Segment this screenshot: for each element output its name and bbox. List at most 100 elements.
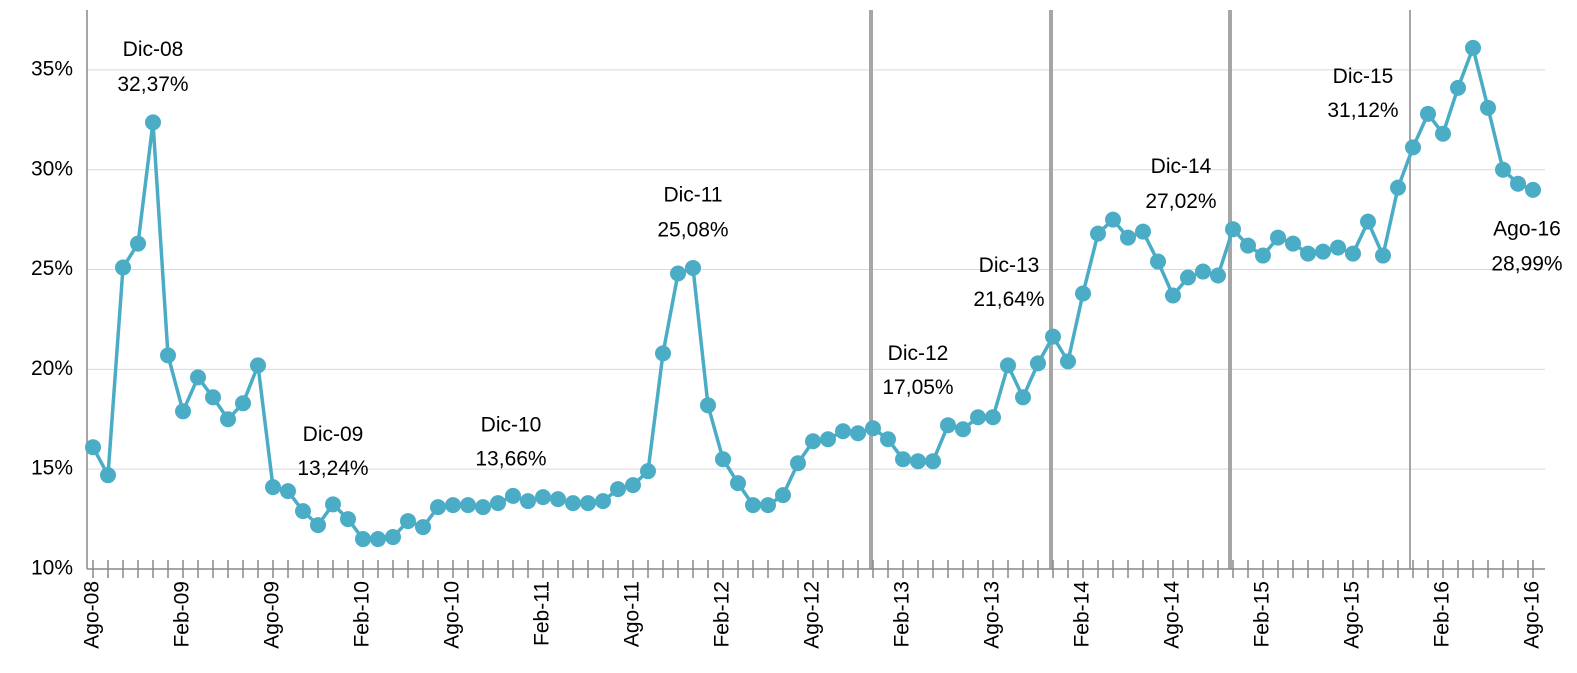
data-point — [1180, 269, 1196, 286]
data-point — [670, 265, 686, 282]
data-point — [1045, 328, 1061, 345]
y-tick-label: 30% — [31, 157, 73, 180]
data-point — [130, 235, 146, 252]
data-point — [1120, 229, 1136, 246]
x-tick-label: Ago-09 — [261, 581, 284, 649]
x-tick-label: Ago-08 — [81, 581, 104, 649]
data-point — [370, 531, 386, 548]
data-point — [970, 409, 986, 426]
data-point — [925, 453, 941, 470]
data-point — [1300, 245, 1316, 262]
point-name: Dic-11 — [663, 183, 722, 206]
data-point — [1255, 247, 1271, 264]
data-point — [760, 497, 776, 514]
data-point — [1510, 175, 1526, 192]
data-label: 31,12% — [1327, 99, 1398, 122]
data-point — [1480, 99, 1496, 116]
data-point — [1075, 285, 1091, 302]
y-tick-label: 25% — [31, 257, 73, 280]
data-label: 21,64% — [973, 288, 1044, 311]
data-point — [385, 529, 401, 546]
data-point — [190, 369, 206, 386]
data-point — [340, 511, 356, 528]
data-point — [1345, 245, 1361, 262]
x-tick-label: Ago-12 — [801, 581, 824, 649]
data-label: 32,37% — [117, 73, 188, 96]
data-point — [100, 467, 116, 484]
x-tick-label: Feb-09 — [171, 581, 194, 648]
x-tick-label: Feb-16 — [1431, 581, 1454, 648]
data-point — [505, 487, 521, 504]
data-point — [235, 395, 251, 412]
data-label: 13,66% — [475, 447, 546, 470]
data-point — [565, 495, 581, 512]
data-point — [1270, 229, 1286, 246]
y-tick-label: 20% — [31, 357, 73, 380]
point-name: Dic-12 — [888, 342, 949, 365]
data-point — [910, 453, 926, 470]
data-point — [580, 495, 596, 512]
data-point — [535, 489, 551, 506]
data-point — [1315, 243, 1331, 260]
x-tick-label: Ago-11 — [621, 581, 644, 647]
data-point — [280, 483, 296, 500]
data-point — [880, 431, 896, 448]
x-tick-label: Feb-14 — [1071, 581, 1094, 648]
data-point — [1405, 139, 1421, 156]
data-point — [1135, 223, 1151, 240]
data-point — [1105, 211, 1121, 228]
data-point — [1465, 39, 1481, 56]
data-point — [940, 417, 956, 434]
data-point — [985, 409, 1001, 426]
data-label: 28,99% — [1491, 252, 1562, 275]
data-point — [1495, 161, 1511, 178]
data-point — [655, 345, 671, 362]
point-name: Dic-14 — [1151, 155, 1212, 178]
data-label: 17,05% — [882, 376, 953, 399]
data-point — [1375, 247, 1391, 264]
y-tick-label: 15% — [31, 457, 73, 480]
data-point — [430, 499, 446, 516]
x-tick-label: Ago-13 — [981, 581, 1004, 649]
x-tick-label: Feb-13 — [891, 581, 914, 648]
data-label: 13,24% — [297, 457, 368, 480]
data-point — [805, 433, 821, 450]
y-tick-label: 35% — [31, 57, 73, 80]
data-point — [550, 491, 566, 508]
point-name: Dic-09 — [303, 423, 364, 446]
data-point — [640, 463, 656, 480]
x-tick-label: Feb-11 — [531, 581, 554, 646]
data-point — [820, 431, 836, 448]
data-point — [775, 487, 791, 504]
data-point — [205, 389, 221, 406]
x-tick-label: Ago-10 — [441, 581, 464, 649]
data-point — [610, 481, 626, 498]
data-point — [895, 451, 911, 468]
data-point — [1060, 353, 1076, 370]
data-point — [850, 425, 866, 442]
x-tick-label: Feb-10 — [351, 581, 374, 648]
y-tick-label: 10% — [31, 557, 73, 580]
data-point — [490, 495, 506, 512]
data-point — [325, 496, 341, 513]
data-point — [955, 421, 971, 438]
data-point — [85, 439, 101, 456]
x-tick-label: Ago-16 — [1521, 581, 1544, 649]
data-point — [520, 493, 536, 510]
data-point — [1165, 287, 1181, 304]
data-point — [115, 259, 131, 276]
data-point — [460, 497, 476, 514]
data-point — [835, 423, 851, 440]
point-name: Ago-16 — [1493, 217, 1561, 240]
data-point — [685, 259, 701, 276]
data-point — [1150, 253, 1166, 270]
point-name: Dic-08 — [123, 38, 184, 61]
data-point — [1285, 235, 1301, 252]
x-tick-label: Ago-14 — [1161, 581, 1184, 649]
data-point — [250, 357, 266, 374]
data-point — [1225, 221, 1241, 238]
data-point — [625, 477, 641, 494]
data-point — [1015, 389, 1031, 406]
data-point — [1240, 237, 1256, 254]
data-point — [1390, 179, 1406, 196]
